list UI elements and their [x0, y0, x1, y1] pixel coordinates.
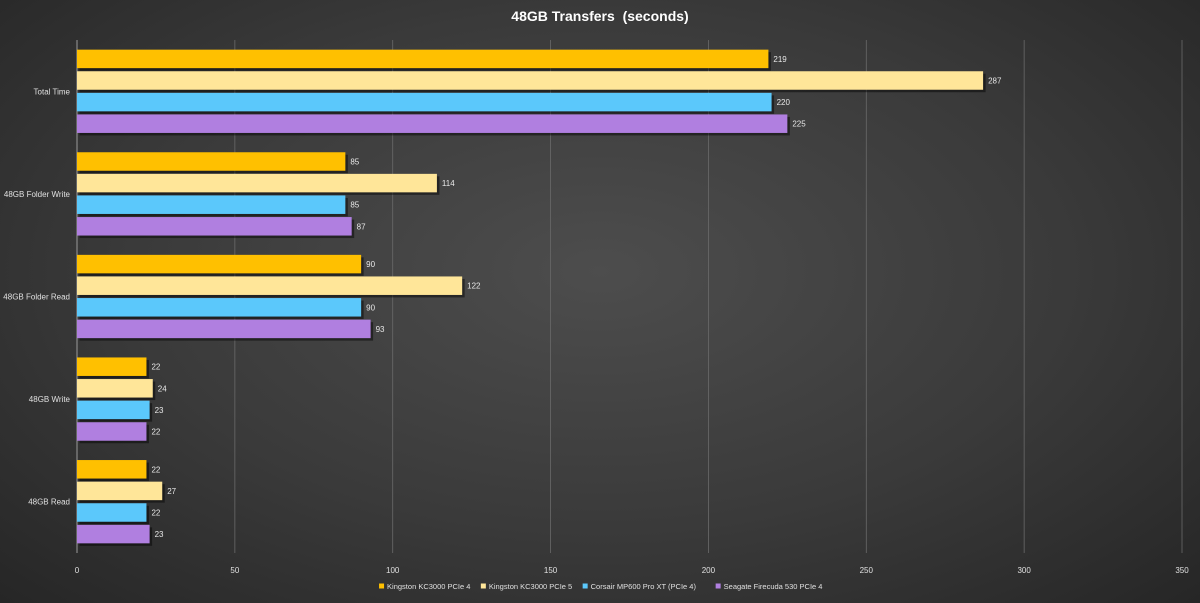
data-label: 22: [151, 363, 160, 372]
x-tick-label: 150: [544, 566, 558, 575]
x-tick-label: 350: [1175, 566, 1189, 575]
legend-label: Kingston KC3000 PCIe 4: [387, 582, 470, 591]
legend-swatch: [379, 583, 385, 589]
category-label: Total Time: [34, 87, 71, 96]
bar: [77, 298, 362, 317]
data-label: 220: [777, 98, 791, 107]
x-tick-label: 250: [860, 566, 874, 575]
legend-swatch: [715, 583, 721, 589]
bar: [77, 173, 437, 193]
bar: [77, 379, 153, 398]
data-label: 122: [467, 282, 481, 291]
data-label: 85: [350, 201, 359, 210]
legend-swatch: [582, 583, 588, 589]
legend: Kingston KC3000 PCIe 4 Kingston KC3000 PC…: [379, 582, 822, 591]
bar: [77, 152, 346, 171]
data-label: 24: [158, 384, 167, 393]
data-label: 23: [155, 530, 164, 539]
x-tick-label: 100: [386, 566, 400, 575]
value-labels: 219 287 220 225 85 114 85 87 90 122 90 93 22 24 23 22 22…: [151, 55, 1002, 539]
x-tick-label: 0: [75, 566, 80, 575]
bar: [77, 400, 150, 420]
bar: [77, 114, 788, 133]
data-label: 22: [151, 465, 160, 474]
bar: [77, 503, 147, 522]
data-label: 219: [773, 55, 787, 64]
legend-item: Kingston KC3000 PCIe 5: [480, 582, 572, 591]
category-labels: Total Time 48GB Folder Write 48GB Folder R…: [3, 87, 70, 506]
data-label: 23: [155, 406, 164, 415]
category-label: 48GB Write: [29, 395, 71, 404]
x-tick-label: 50: [230, 566, 239, 575]
data-label: 87: [357, 222, 366, 231]
bar: [77, 357, 147, 376]
bar: [77, 422, 147, 441]
chart-title: 48GB Transfers (seconds): [511, 8, 688, 24]
bar: [77, 195, 346, 214]
data-label: 90: [366, 303, 375, 312]
category-label: 48GB Read: [28, 498, 70, 507]
bar: [77, 460, 147, 479]
bar: [77, 217, 352, 236]
legend-swatch: [480, 583, 486, 589]
bar: [77, 71, 984, 90]
x-axis-tick-labels: 0 50 100 150 200 250 300 350: [75, 566, 1189, 575]
legend-label: Corsair MP600 Pro XT (PCIe 4): [591, 582, 697, 591]
x-tick-label: 300: [1017, 566, 1031, 575]
data-label: 85: [350, 158, 359, 167]
legend-item: Corsair MP600 Pro XT (PCIe 4): [582, 582, 697, 591]
bar: [77, 276, 463, 295]
data-label: 287: [988, 77, 1002, 86]
legend-item: Kingston KC3000 PCIe 4: [379, 582, 470, 591]
data-label: 114: [442, 179, 455, 188]
bars: [77, 49, 986, 546]
category-label: 48GB Folder Read: [3, 293, 70, 302]
bar: [77, 524, 150, 544]
legend-item: Seagate Firecuda 530 PCIe 4: [715, 582, 823, 591]
data-label: 225: [792, 120, 806, 129]
legend-label: Seagate Firecuda 530 PCIe 4: [724, 582, 823, 591]
data-label: 27: [167, 487, 176, 496]
bar: [77, 254, 362, 274]
data-label: 90: [366, 260, 375, 269]
bar: [77, 49, 769, 69]
data-label: 93: [376, 325, 385, 334]
bar: [77, 481, 163, 501]
data-label: 22: [151, 509, 160, 518]
bar: [77, 92, 772, 112]
legend-label: Kingston KC3000 PCIe 5: [489, 582, 572, 591]
data-label: 22: [151, 428, 160, 437]
category-label: 48GB Folder Write: [4, 190, 71, 199]
x-tick-label: 200: [702, 566, 716, 575]
bar: [77, 319, 371, 339]
